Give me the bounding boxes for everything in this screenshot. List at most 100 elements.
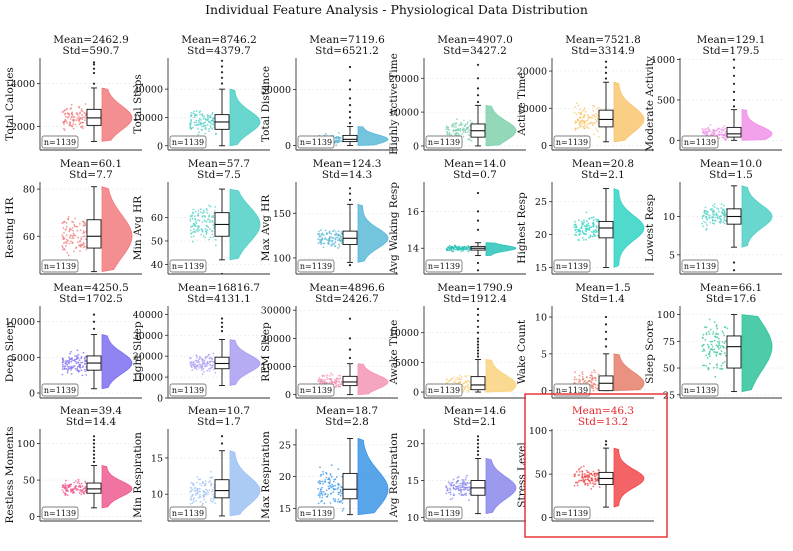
rain-point	[341, 380, 343, 383]
rain-point	[460, 250, 463, 253]
box-iqr	[470, 376, 486, 391]
rain-point	[209, 480, 212, 482]
rain-point	[84, 119, 86, 121]
violin-half	[485, 105, 517, 147]
violin-half	[229, 188, 261, 261]
rain-point	[598, 469, 600, 472]
rain-point	[465, 476, 467, 479]
n-count-box	[681, 259, 719, 273]
outlier-point	[476, 191, 480, 195]
rain-point	[458, 492, 460, 495]
rain-point	[714, 375, 717, 378]
rain-point	[708, 216, 711, 219]
y-tick-label: 150	[273, 209, 291, 220]
rain-point	[211, 364, 213, 367]
rain-point	[197, 133, 200, 136]
rain-point	[723, 210, 726, 212]
rain-point	[709, 124, 712, 126]
rain-point	[201, 229, 204, 231]
rain-point	[70, 116, 73, 118]
rain-point	[206, 364, 208, 367]
rain-point	[81, 361, 84, 364]
rain-point	[62, 363, 64, 366]
rain-point	[594, 386, 597, 389]
rain-point	[592, 389, 595, 392]
rain-point	[200, 358, 203, 361]
y-tick-label: 40000	[133, 310, 163, 321]
rain-point	[65, 225, 68, 228]
highlight-frame	[524, 393, 668, 538]
rain-point	[454, 124, 457, 126]
rain-point	[339, 490, 342, 493]
rain-point	[581, 222, 584, 225]
rain-point	[81, 127, 84, 130]
panel-std-label: Std=1.4	[581, 293, 625, 305]
rain-point	[69, 118, 72, 120]
rain-point	[332, 491, 335, 494]
rain-point	[325, 132, 327, 135]
rain-point	[720, 220, 722, 223]
rain-point	[65, 238, 68, 241]
rain-point	[705, 213, 708, 215]
rain-point	[61, 373, 64, 376]
rain-point	[720, 215, 723, 218]
rain-point	[457, 129, 460, 132]
rain-point	[69, 228, 71, 231]
rain-point	[66, 494, 69, 497]
rain-point	[595, 120, 598, 123]
rain-point	[720, 131, 723, 134]
rain-point	[319, 488, 322, 491]
rain-point	[194, 494, 197, 496]
violin-half	[485, 358, 517, 393]
outlier-point	[604, 330, 608, 333]
y-tick-label: 100	[273, 253, 291, 264]
rain-point	[75, 247, 77, 250]
rain-point	[586, 482, 589, 485]
rain-point	[202, 125, 205, 128]
rain-point	[62, 491, 65, 493]
outlier-point	[476, 337, 480, 340]
rain-point	[592, 482, 594, 484]
rain-point	[596, 118, 599, 121]
rain-point	[711, 348, 714, 351]
rain-point	[75, 489, 78, 491]
rain-point	[717, 208, 720, 211]
rain-point	[459, 486, 462, 489]
rain-point	[706, 128, 709, 130]
rain-point	[79, 240, 81, 243]
violin-half	[613, 81, 645, 143]
rain-point	[574, 223, 577, 226]
rain-point	[324, 229, 327, 232]
rain-point	[321, 486, 323, 489]
rain-point	[191, 502, 194, 505]
rain-point	[455, 482, 458, 485]
n-count-label: n=1139	[428, 509, 460, 518]
panel-mean-label: Mean=10.0	[700, 158, 762, 170]
rain-point	[724, 340, 727, 343]
rain-point	[715, 212, 718, 215]
rain-point	[331, 485, 334, 488]
rain-point	[707, 213, 710, 216]
rain-point	[707, 345, 710, 348]
rain-point	[462, 249, 465, 252]
outlier-point	[92, 446, 96, 449]
violin-half	[357, 437, 389, 516]
y-tick-label: 10	[535, 313, 547, 324]
rain-point	[592, 224, 594, 227]
rain-point	[71, 241, 74, 244]
rain-point	[79, 121, 82, 124]
rain-point	[208, 367, 210, 370]
outlier-point	[348, 337, 352, 340]
rain-point	[719, 367, 721, 370]
rain-point	[328, 381, 331, 384]
outlier-point	[92, 457, 96, 460]
n-count-box	[169, 259, 207, 273]
rain-point	[708, 355, 711, 357]
rain-point	[63, 221, 66, 224]
y-tick-label: 0	[285, 141, 291, 152]
rain-point	[722, 221, 725, 223]
rain-point	[61, 366, 64, 368]
panel-std-label: Std=1912.4	[443, 293, 507, 305]
n-count-box	[425, 135, 463, 149]
y-axis-label: Lowest Resp	[644, 194, 656, 262]
